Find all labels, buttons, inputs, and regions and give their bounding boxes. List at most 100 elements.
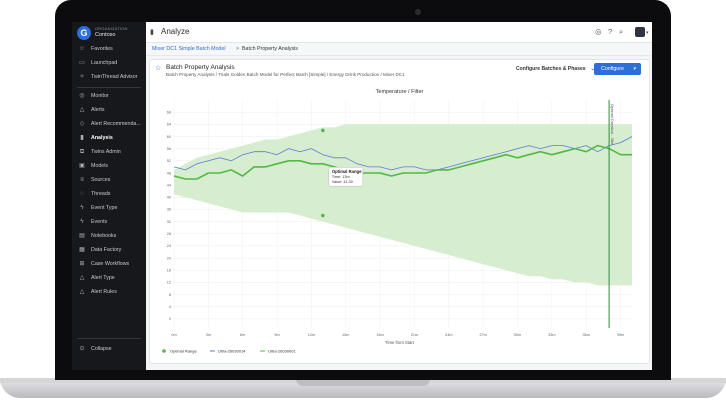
breadcrumb: Mixer DC1 Simple Batch Model > Batch Pro… [146,43,652,56]
breadcrumb-separator: > [236,46,240,52]
x-tick-label: 36m [583,333,590,337]
chart-tooltip-box [328,167,364,187]
sidebar-item-alert-rules[interactable]: △ Alert Rules [72,286,146,298]
series-line-ultra-26030014 [173,136,633,171]
sidebar-item-sources[interactable]: ≡ Sources [72,174,146,186]
bar-chart-icon: ▮ [80,135,84,141]
sidebar-item-label: Analysis [91,135,113,141]
sidebar-item-analysis[interactable]: ▮ Analysis [72,132,146,144]
y-tick-label: 20 [167,256,171,260]
y-tick-label: 4 [169,305,171,309]
sidebar-item-label: Alerts [91,107,105,113]
sidebar-item-alert-recommendations[interactable]: ◇ Alert Recommenda... [72,118,146,130]
collapse-button[interactable]: ⊙ Collapse [72,343,146,355]
legend-entry[interactable]: Ultra-26030014 [218,349,246,354]
monitor-icon: ◎ [79,93,85,99]
bell-icon: △ [79,289,85,295]
app-screen: G ORGANIZATION Contoso ☆ Favorites ▭ Lau… [72,22,652,370]
star-icon: ☆ [79,46,85,52]
sidebar-item-label: Sources [91,177,111,183]
optimal-duration-marker-label: Optimal Duration - 38m [610,104,615,146]
configure-button[interactable]: Configure ▾ [594,63,641,75]
sidebar-item-favorites[interactable]: ☆ Favorites [72,43,146,55]
configure-batches-dropdown[interactable]: Configure Batches & Phases ⌄ [516,66,595,72]
sidebar-item-launchpad[interactable]: ▭ Launchpad [72,57,146,69]
sidebar-item-events[interactable]: ϟ Events [72,216,146,228]
y-tick-label: 40 [167,196,171,200]
breadcrumb-link-model[interactable]: Mixer DC1 Simple Batch Model [152,46,226,52]
chevron-down-icon: ▾ [633,66,636,72]
sidebar-item-label: Data Factory [91,247,122,253]
x-tick-label: 12m [308,333,315,337]
database-icon: ≡ [80,177,84,183]
sidebar-item-label: Alert Rules [91,289,117,295]
legend-entry[interactable]: Ultra-26030001 [268,349,296,354]
sidebar-item-label: TwinThread Advisor [91,74,138,80]
sidebar-item-label: Case Workflows [91,261,130,267]
collapse-label: Collapse [91,346,112,352]
sidebar-item-label: Threads [91,191,111,197]
y-tick-label: 48 [167,171,171,175]
y-tick-label: 24 [167,244,171,248]
x-tick-label: 39m [617,333,624,337]
twins-icon: ⧉ [79,149,85,155]
sidebar-item-label: Events [91,219,108,225]
card-title: Batch Property Analysis [166,64,235,71]
collapse-icon: ⊙ [79,346,85,352]
x-axis-label: Time from Start [385,340,415,345]
sidebar-item-threads[interactable]: ◌ Threads [72,188,146,200]
sidebar-divider [77,338,141,339]
y-tick-label: 12 [167,281,171,285]
recommendation-icon: ◇ [79,121,85,127]
y-tick-label: 56 [167,147,171,151]
sidebar-item-twins-admin[interactable]: ⧉ Twins Admin [72,146,146,158]
sidebar-item-data-factory[interactable]: ▦ Data Factory [72,244,146,256]
chart-tooltip: Optimal Range Time: 13m Value: 41.30 [328,167,364,187]
thread-icon: ◌ [80,191,84,197]
y-tick-label: 0 [169,317,171,321]
chevron-down-icon[interactable]: ▾ [646,30,649,36]
sidebar-item-event-type[interactable]: ϟ Event Type [72,202,146,214]
bell-icon: △ [79,107,85,113]
factory-icon: ▦ [79,247,85,253]
x-tick-label: 33m [548,333,555,337]
chart-title: Temperature / Filter [376,89,424,95]
range-point-marker [321,128,325,133]
y-tick-label: 44 [167,183,171,187]
sidebar-item-monitor[interactable]: ◎ Monitor [72,90,146,102]
x-tick-label: 15m [342,333,349,337]
page-title: Analyze [161,27,190,36]
sidebar-item-label: Alert Recommenda... [91,121,141,127]
x-tick-label: 18m [376,333,383,337]
sidebar-item-twinthread-advisor[interactable]: ✧ TwinThread Advisor [72,71,146,83]
avatar[interactable] [635,27,645,37]
camera [415,9,421,15]
y-tick-label: 60 [167,135,171,139]
help-icon[interactable]: ? [608,27,613,36]
sidebar-item-case-workflows[interactable]: ⊞ Case Workflows [72,258,146,270]
star-icon[interactable]: ☆ [155,65,162,72]
org-name: Contoso [95,32,116,38]
sidebar-item-alert-type[interactable]: △ Alert Type [72,272,146,284]
org-switcher[interactable]: G ORGANIZATION Contoso [75,25,145,42]
radar-icon[interactable]: ◎ [595,27,602,36]
x-tick-label: 6m [240,333,245,337]
analysis-card: ☆ Batch Property Analysis Batch Property… [149,59,650,364]
sidebar-item-models[interactable]: ▣ Models [72,160,146,172]
x-tick-label: 30m [514,333,521,337]
sidebar: G ORGANIZATION Contoso ☆ Favorites ▭ Lau… [72,22,146,370]
configure-button-label: Configure [601,66,624,72]
model-icon: ▣ [79,163,85,169]
legend-entry[interactable]: Optimal Range [170,349,197,354]
x-tick-label: 3m [206,333,211,337]
x-tick-label: 24m [445,333,452,337]
range-point-marker [321,213,325,218]
search-icon[interactable]: ⌕ [619,27,624,36]
bar-chart-icon: ▮ [150,29,154,36]
sidebar-item-alerts[interactable]: △ Alerts [72,104,146,116]
sidebar-item-notebooks[interactable]: ▤ Notebooks [72,230,146,242]
sidebar-item-label: Notebooks [91,233,117,239]
x-tick-label: 27m [479,333,486,337]
configure-batches-label: Configure Batches & Phases [516,66,586,72]
